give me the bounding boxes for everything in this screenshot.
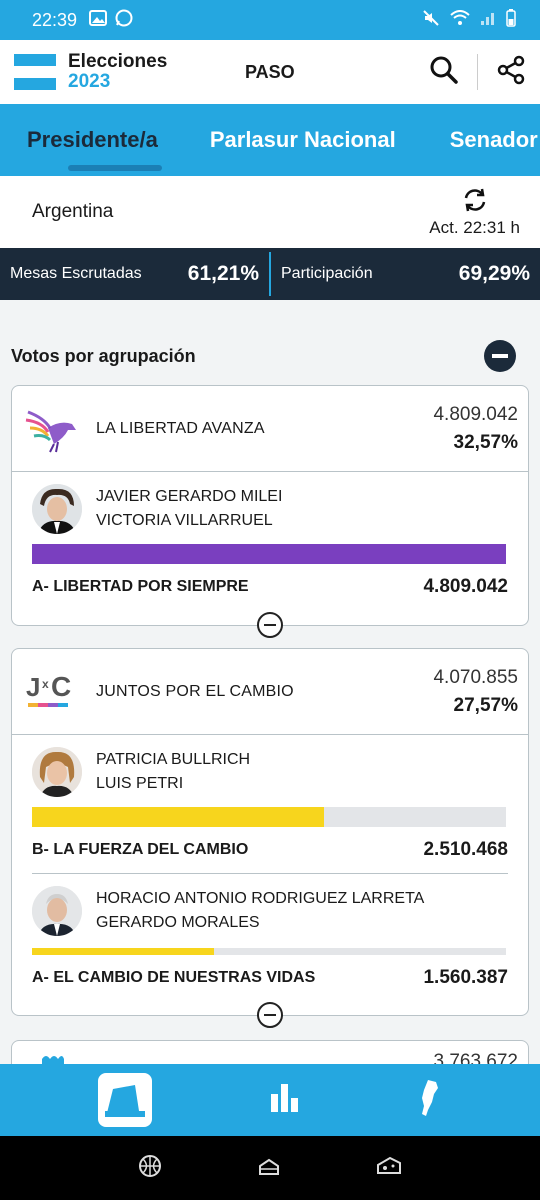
list-item: HORACIO ANTONIO RODRIGUEZ LARRETA GERARD… bbox=[32, 874, 508, 1001]
tab-presidente[interactable]: Presidente/a bbox=[0, 127, 172, 171]
list-votes: 4.809.042 bbox=[423, 576, 508, 597]
candidate-row: PATRICIA BULLRICH LUIS PETRI bbox=[32, 747, 508, 797]
candidate-row: HORACIO ANTONIO RODRIGUEZ LARRETA GERARD… bbox=[32, 886, 508, 936]
vote-share-bar bbox=[32, 544, 506, 564]
jxc-logo: J x C bbox=[24, 664, 80, 720]
brand-title: Elecciones bbox=[68, 51, 168, 72]
avatar bbox=[32, 886, 82, 936]
vote-share-fill bbox=[32, 948, 214, 955]
candidate-president: JAVIER GERARDO MILEI bbox=[96, 488, 283, 505]
list-votes: 1.560.387 bbox=[423, 967, 508, 988]
party-card-jxc[interactable]: J x C JUNTOS POR EL CAMBIO 4.070.855 27,… bbox=[11, 648, 529, 1028]
list-name: A- LIBERTAD POR SIEMPRE bbox=[32, 578, 249, 595]
participacion: Participación 69,29% bbox=[271, 248, 540, 300]
candidate-president: PATRICIA BULLRICH bbox=[96, 751, 251, 768]
candidate-row: JAVIER GERARDO MILEI VICTORIA VILLARRUEL bbox=[32, 484, 508, 534]
list-item: PATRICIA BULLRICH LUIS PETRI B- LA FUERZ… bbox=[32, 735, 508, 874]
update-info[interactable]: Act. 22:31 h bbox=[429, 187, 520, 238]
participacion-value: 69,29% bbox=[458, 262, 530, 285]
page-title: PASO bbox=[245, 61, 295, 82]
collapse-card-icon[interactable] bbox=[257, 1002, 283, 1028]
update-time: Act. 22:31 h bbox=[429, 217, 520, 237]
stats-bar: Mesas Escrutadas 61,21% Participación 69… bbox=[0, 248, 540, 300]
section-header: Votos por agrupación bbox=[11, 340, 516, 372]
region-bar: Argentina Act. 22:31 h bbox=[0, 176, 540, 248]
whatsapp-icon bbox=[115, 9, 133, 32]
vote-share-bar bbox=[32, 948, 506, 955]
vote-share-fill bbox=[32, 544, 506, 564]
party-votes: 4.070.855 bbox=[433, 666, 518, 688]
tab-senador[interactable]: Senador bbox=[449, 127, 538, 152]
collapse-all-icon[interactable] bbox=[484, 340, 516, 372]
stats-divider bbox=[269, 252, 271, 296]
party-name: LA LIBERTAD AVANZA bbox=[96, 419, 265, 437]
region-name[interactable]: Argentina bbox=[32, 201, 114, 222]
mesas-label: Mesas Escrutadas bbox=[10, 265, 142, 282]
basketball-icon[interactable] bbox=[138, 1154, 162, 1183]
party-percent: 32,57% bbox=[453, 431, 518, 453]
party-percent: 27,57% bbox=[453, 694, 518, 716]
wifi-icon bbox=[450, 9, 470, 31]
section-title: Votos por agrupación bbox=[11, 345, 196, 366]
collapse-card-icon[interactable] bbox=[257, 612, 283, 638]
party-votes: 4.809.042 bbox=[433, 403, 518, 425]
app-header: Elecciones 2023 PASO bbox=[0, 40, 540, 104]
party-row: J x C JUNTOS POR EL CAMBIO 4.070.855 27,… bbox=[12, 649, 528, 735]
vote-share-fill bbox=[32, 807, 325, 827]
status-time: 22:39 bbox=[32, 9, 78, 30]
lla-logo bbox=[24, 401, 80, 457]
list-votes: 2.510.468 bbox=[423, 839, 508, 860]
mesas-escrutadas: Mesas Escrutadas 61,21% bbox=[0, 248, 269, 300]
list-name: B- LA FUERZA DEL CAMBIO bbox=[32, 841, 249, 858]
nav-map-icon[interactable] bbox=[418, 1078, 442, 1123]
mesas-value: 61,21% bbox=[187, 262, 259, 285]
candidate-vice: VICTORIA VILLARRUEL bbox=[96, 512, 273, 529]
refresh-icon[interactable] bbox=[429, 187, 520, 218]
brand-year: 2023 bbox=[68, 71, 111, 92]
status-bar: 22:39 bbox=[0, 0, 540, 40]
category-tabs: Presidente/a Parlasur Nacional Senador bbox=[0, 104, 540, 176]
vote-share-bar bbox=[32, 807, 506, 827]
cake-icon[interactable] bbox=[257, 1154, 281, 1183]
party-row: LA LIBERTAD AVANZA 4.809.042 32,57% bbox=[12, 386, 528, 472]
search-icon[interactable] bbox=[429, 55, 459, 90]
gallery-icon bbox=[89, 9, 108, 31]
participacion-label: Participación bbox=[281, 265, 373, 282]
party-card-lla[interactable]: LA LIBERTAD AVANZA 4.809.042 32,57% JAVI… bbox=[11, 385, 529, 638]
candidate-vice: GERARDO MORALES bbox=[96, 914, 260, 931]
list-name: A- EL CAMBIO DE NUESTRAS VIDAS bbox=[32, 969, 316, 986]
system-nav bbox=[0, 1136, 540, 1200]
candidate-president: HORACIO ANTONIO RODRIGUEZ LARRETA bbox=[96, 890, 425, 907]
svg-text:x: x bbox=[42, 677, 49, 691]
svg-text:C: C bbox=[51, 671, 71, 702]
avatar bbox=[32, 484, 82, 534]
header-divider bbox=[477, 54, 478, 90]
brand: Elecciones 2023 bbox=[68, 52, 167, 92]
battery-icon bbox=[506, 8, 516, 32]
svg-text:J: J bbox=[26, 672, 40, 702]
mute-icon bbox=[422, 9, 440, 32]
party-name: JUNTOS POR EL CAMBIO bbox=[96, 682, 294, 700]
share-icon[interactable] bbox=[496, 55, 526, 90]
candidate-vice: LUIS PETRI bbox=[96, 775, 184, 792]
cheese-icon[interactable] bbox=[376, 1155, 402, 1182]
nav-ballot-icon[interactable] bbox=[98, 1073, 153, 1127]
signal-icon bbox=[480, 10, 496, 31]
list-item: JAVIER GERARDO MILEI VICTORIA VILLARRUEL… bbox=[32, 472, 508, 610]
bottom-nav bbox=[0, 1064, 540, 1136]
avatar bbox=[32, 747, 82, 797]
tab-parlasur[interactable]: Parlasur Nacional bbox=[209, 127, 396, 152]
nav-chart-icon[interactable] bbox=[269, 1082, 301, 1119]
argentina-flag-logo bbox=[14, 54, 56, 90]
